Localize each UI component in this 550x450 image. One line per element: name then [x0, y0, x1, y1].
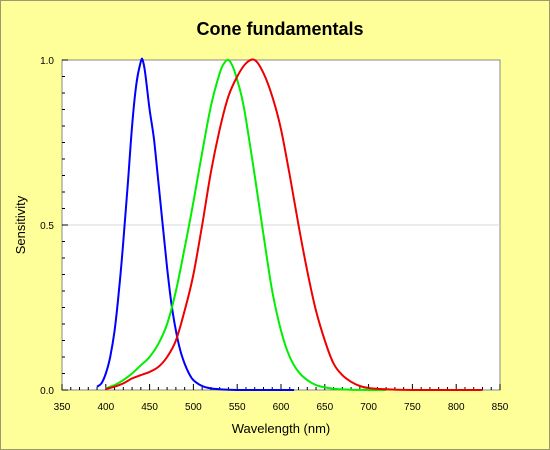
- x-tick-label: 650: [316, 402, 333, 413]
- y-axis-label: Sensitivity: [13, 195, 28, 254]
- chart-title: Cone fundamentals: [196, 19, 363, 39]
- m-cone-curve: [105, 58, 387, 392]
- x-tick-label: 750: [404, 402, 421, 413]
- x-tick-label: 700: [360, 402, 377, 413]
- y-tick-label: 0.0: [40, 386, 54, 397]
- y-tick-label: 0.5: [40, 221, 54, 232]
- x-tick-label: 850: [492, 402, 509, 413]
- x-axis-label: Wavelength (nm): [232, 421, 331, 436]
- x-tick-label: 450: [141, 402, 158, 413]
- l-cone-curve: [105, 58, 483, 392]
- axis-ticks: 350 400 450 500 550 600 650 700 750 800 850 0.0 0.5 1…: [40, 56, 509, 413]
- x-tick-label: 550: [229, 402, 246, 413]
- x-tick-label: 350: [54, 402, 71, 413]
- s-cone-curve: [96, 57, 295, 392]
- x-tick-label: 400: [97, 402, 114, 413]
- y-tick-label: 1.0: [40, 56, 54, 67]
- x-tick-label: 500: [185, 402, 202, 413]
- series-group: [96, 57, 483, 392]
- x-tick-label: 800: [448, 402, 465, 413]
- x-tick-label: 600: [273, 402, 290, 413]
